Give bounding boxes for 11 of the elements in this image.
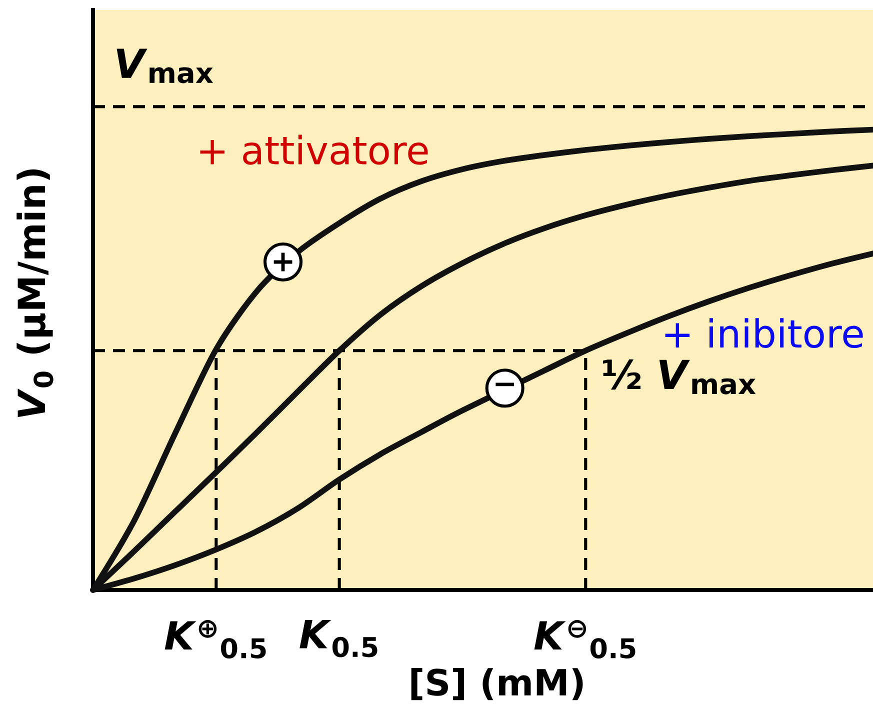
x-tick-label: K$^{⊖}$0.5 [534,620,636,659]
ref-line-label: ½ V$_{max}$ [602,359,756,394]
annotation: + [274,252,292,272]
series-label: + inibitore [665,318,863,348]
annotation: − [496,382,514,386]
series-label: + attivatore [200,134,428,165]
ref-line-label: V$_{max}$ [116,48,214,84]
x-tick-label: K$_{0.5}$ [300,620,378,658]
x-axis-title: [S] (mM) [411,668,583,700]
x-tick-label: K$^{⊕}$0.5 [164,620,266,659]
y-axis-title: V$_{0}$ (μM/min) [16,169,54,418]
